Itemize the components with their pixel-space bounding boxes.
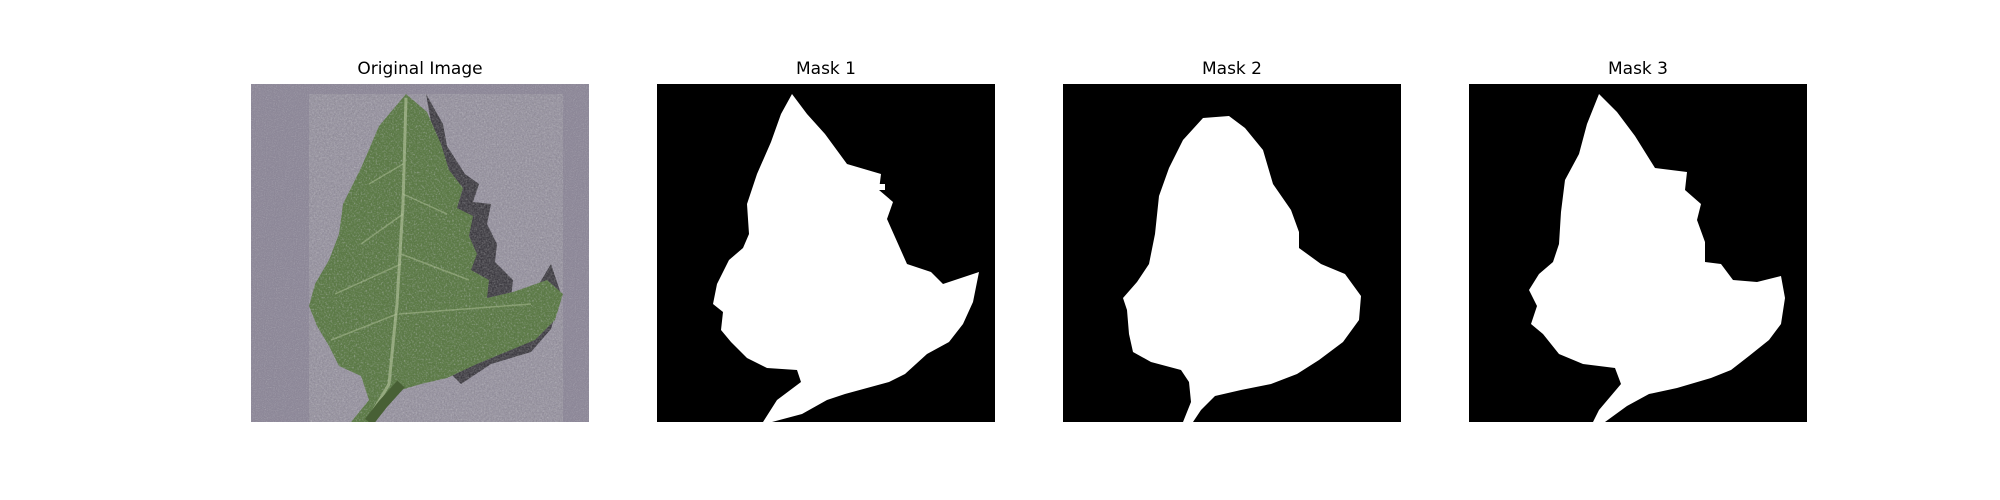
leaf-stem [365,380,405,422]
mask-speck [755,206,760,212]
leaf [309,94,563,422]
panel-title: Mask 3 [1607,59,1668,79]
mask-speck [877,184,885,190]
leaf-midrib [367,97,408,419]
mask-1-region [713,94,979,422]
leaf-veins [330,163,532,341]
panel-title: Mask 2 [1201,59,1262,79]
mask-1-image [657,84,995,422]
panel-title: Mask 1 [795,59,856,79]
mask-2-region [1123,116,1361,422]
panel-title: Original Image [357,59,483,79]
mask-3-region [1529,94,1785,422]
mask-2-image [1063,84,1401,422]
mask-3-image [1469,84,1807,422]
leaf-photo [251,84,589,422]
